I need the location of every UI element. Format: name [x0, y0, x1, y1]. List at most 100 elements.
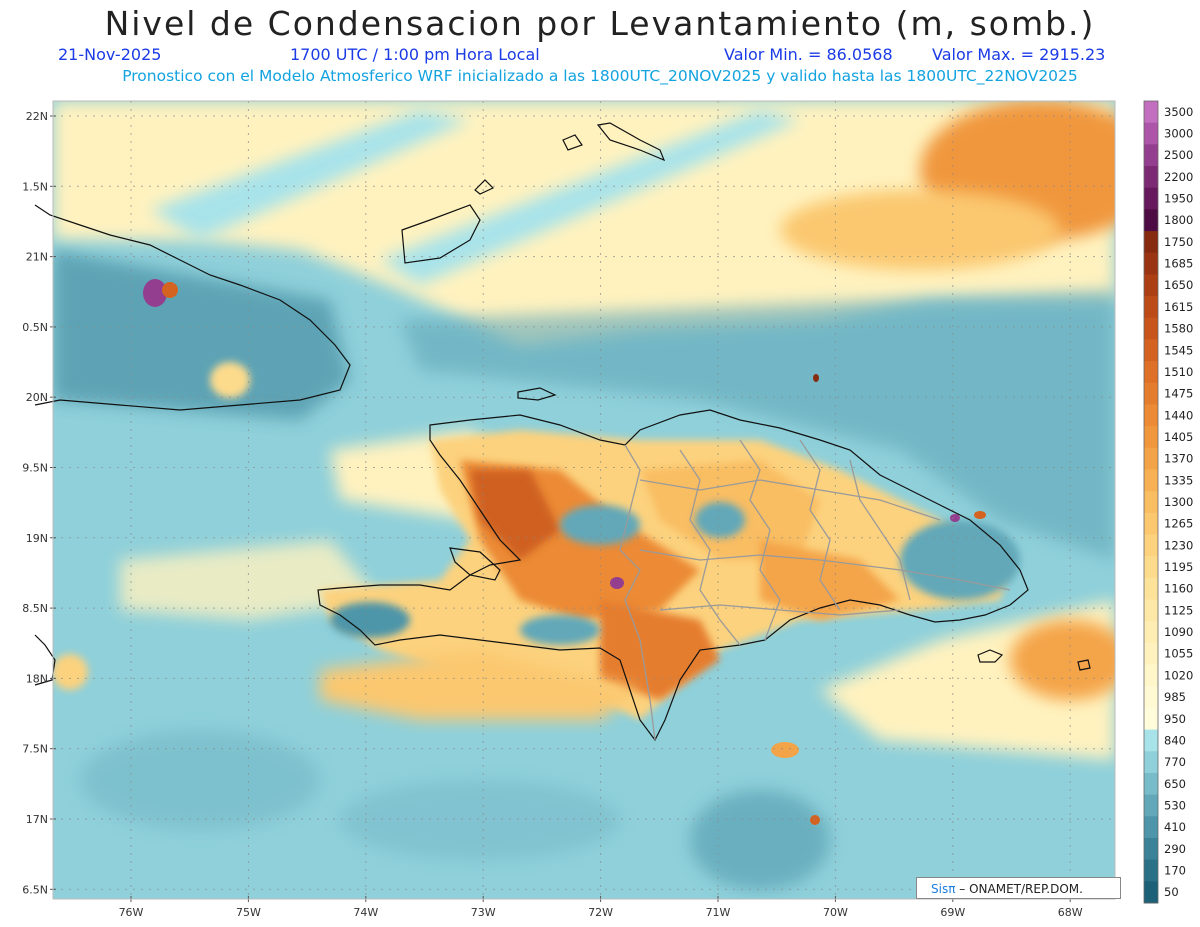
map-grid — [53, 101, 1115, 899]
colorbar-label: 1650 — [1164, 278, 1193, 292]
colorbar-label: 985 — [1164, 690, 1186, 704]
province-boundaries — [619, 439, 1011, 741]
colorbar-label: 1300 — [1164, 495, 1193, 509]
colorbar-swatch — [1144, 361, 1158, 384]
colorbar-swatch — [1144, 101, 1158, 124]
colorbar-swatch — [1144, 469, 1158, 492]
lon-label: 75W — [236, 906, 261, 919]
lon-label: 76W — [119, 906, 144, 919]
colorbar-label: 770 — [1164, 755, 1186, 769]
colorbar-label: 410 — [1164, 820, 1186, 834]
map-field — [53, 101, 1115, 899]
colorbar-label: 1405 — [1164, 430, 1193, 444]
min-value: Valor Min. = 86.0568 — [724, 45, 893, 64]
colorbar-swatch — [1144, 729, 1158, 752]
colorbar-swatch — [1144, 772, 1158, 796]
colorbar-swatch — [1144, 274, 1158, 297]
colorbar-swatch — [1144, 252, 1158, 275]
colorbar-swatch — [1144, 664, 1158, 687]
max-value: Valor Max. = 2915.23 — [932, 45, 1106, 64]
lon-label: 74W — [353, 906, 378, 919]
credit-box: Sisπ – ONAMET/REP.DOM. — [916, 877, 1121, 899]
colorbar-label: 1160 — [1164, 582, 1193, 596]
coastlines — [34, 122, 1091, 742]
lat-label: 18N — [26, 672, 48, 685]
colorbar-label: 950 — [1164, 712, 1186, 726]
colorbar-swatch — [1144, 837, 1158, 861]
lat-label: 8.5N — [22, 602, 48, 615]
colorbar-label: 530 — [1164, 798, 1186, 812]
colorbar-swatch — [1144, 317, 1158, 340]
lon-label: 73W — [471, 906, 496, 919]
colorbar-swatch — [1144, 296, 1158, 319]
lat-label: 17N — [26, 813, 48, 826]
valid-time: 1700 UTC / 1:00 pm Hora Local — [290, 45, 540, 64]
colorbar-swatch — [1144, 816, 1158, 839]
colorbar-label: 1800 — [1164, 213, 1193, 227]
colorbar-label: 1510 — [1164, 365, 1193, 379]
colorbar-swatch — [1144, 209, 1158, 232]
colorbar-label: 1195 — [1164, 560, 1193, 574]
colorbar-swatch — [1144, 621, 1158, 644]
map-frame — [52, 100, 1116, 900]
lat-label: 0.5N — [22, 321, 48, 334]
colorbar-label: 1615 — [1164, 300, 1193, 314]
colorbar-label: 1230 — [1164, 538, 1193, 552]
colorbar-swatch — [1144, 512, 1158, 536]
colorbar-swatch — [1144, 794, 1158, 817]
colorbar-label: 1125 — [1164, 603, 1193, 617]
colorbar-label: 1475 — [1164, 387, 1193, 401]
colorbar-label: 1545 — [1164, 343, 1193, 357]
lat-label: 9.5N — [22, 462, 48, 475]
lat-label: 21N — [26, 251, 48, 264]
colorbar-label: 1055 — [1164, 647, 1193, 661]
colorbar-label: 290 — [1164, 842, 1186, 856]
lon-label: 70W — [823, 906, 848, 919]
colorbar-swatch — [1144, 556, 1158, 579]
latitude-labels: 22N 1.5N 21N 0.5N 20N 9.5N 19N 8.5N 18N 7.5N 17N 6.… — [22, 110, 56, 896]
colorbar-swatch — [1144, 166, 1158, 189]
credit-text: – ONAMET/REP.DOM. — [959, 882, 1083, 896]
colorbar-label: 170 — [1164, 863, 1186, 877]
colorbar-swatch — [1144, 404, 1158, 427]
colorbar-swatch — [1144, 859, 1158, 882]
colorbar-swatch — [1144, 491, 1158, 514]
colorbar-swatch — [1144, 599, 1158, 622]
colorbar-swatch — [1144, 534, 1158, 557]
colorbar-label: 1370 — [1164, 452, 1193, 466]
sispi-logo: Sisπ — [931, 882, 956, 896]
longitude-labels: 76W 75W 74W 73W 72W 71W 70W 69W 68W — [119, 896, 1083, 919]
colorbar-swatch — [1144, 144, 1158, 167]
lat-label: 20N — [26, 391, 48, 404]
colorbar-label: 3000 — [1164, 127, 1193, 141]
colorbar-swatch — [1144, 751, 1158, 774]
map-title: Nivel de Condensacion por Levantamiento … — [104, 4, 1096, 43]
lon-label: 68W — [1058, 906, 1083, 919]
colorbar-label: 50 — [1164, 885, 1179, 899]
colorbar-label: 1950 — [1164, 192, 1193, 206]
colorbar-swatch — [1144, 382, 1158, 405]
colorbar-swatch — [1144, 339, 1158, 362]
lat-label: 19N — [26, 532, 48, 545]
lon-label: 71W — [706, 906, 731, 919]
colorbar-label: 3500 — [1164, 105, 1193, 119]
colorbar-swatch — [1144, 577, 1158, 601]
colorbar-label: 1265 — [1164, 517, 1193, 531]
lat-label: 22N — [26, 110, 48, 123]
colorbar-label: 1090 — [1164, 625, 1193, 639]
colorbar-swatch — [1144, 122, 1158, 145]
colorbar-label: 650 — [1164, 777, 1186, 791]
colorbar-swatch — [1144, 187, 1158, 210]
valid-date: 21-Nov-2025 — [58, 45, 162, 64]
colorbar-label: 2500 — [1164, 148, 1193, 162]
colorbar-swatch — [1144, 426, 1158, 449]
lat-label: 1.5N — [22, 180, 48, 193]
lon-label: 72W — [588, 906, 613, 919]
colorbar-label: 1685 — [1164, 257, 1193, 271]
colorbar-swatch — [1144, 231, 1158, 254]
colorbar-swatch — [1144, 881, 1158, 904]
lat-label: 7.5N — [22, 743, 48, 756]
colorbar-swatch — [1144, 686, 1158, 709]
colorbar-label: 1020 — [1164, 668, 1193, 682]
